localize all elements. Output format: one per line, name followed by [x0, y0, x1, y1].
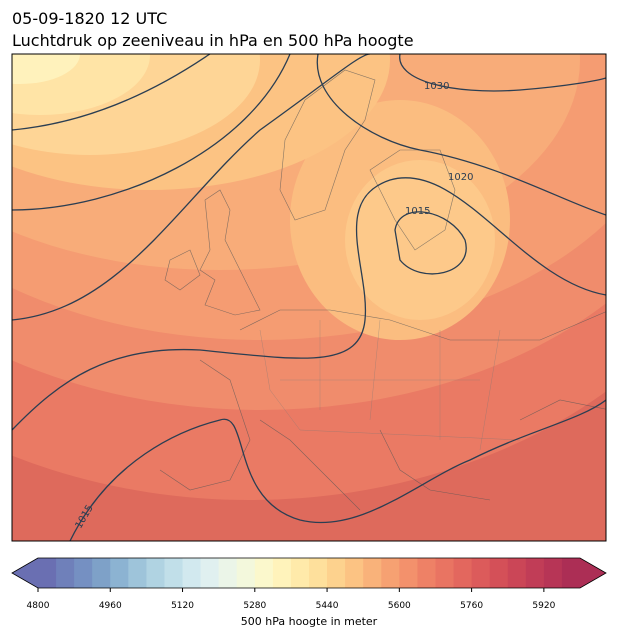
colorbar-bin	[507, 558, 527, 588]
subtitle: Luchtdruk op zeeniveau in hPa en 500 hPa…	[12, 31, 414, 50]
colorbar-tick-label: 5760	[460, 601, 483, 611]
country-border	[259, 319, 521, 451]
colorbar-tick-label: 5280	[243, 601, 266, 611]
colorbar-bin	[236, 558, 256, 588]
colorbar-bin	[381, 558, 400, 588]
colorbar-bin	[435, 558, 455, 588]
colorbar-bin	[182, 558, 202, 588]
colorbar-bin	[561, 558, 581, 588]
colorbar-bin	[272, 558, 292, 588]
contour	[394, 211, 467, 275]
colorbar-bin	[92, 558, 111, 588]
colorbar-bin	[543, 558, 563, 588]
colorbar-bin	[74, 558, 93, 588]
colorbar-outline	[11, 557, 607, 589]
coastline	[159, 69, 606, 511]
contour	[316, 54, 606, 216]
colorbar-bin	[290, 558, 310, 588]
colorbar-bin	[128, 558, 147, 588]
colorbar-tick-label: 4960	[99, 601, 122, 611]
title: 05-09-1820 12 UTC	[12, 9, 167, 28]
colorbar: 4800 4960 5120 5280 5440 5600 5760 5920	[11, 557, 607, 611]
colorbar-extend	[580, 558, 606, 588]
colorbar-tick-label: 5920	[532, 601, 555, 611]
colorbar-bin	[453, 558, 473, 588]
colorbar-bin	[254, 558, 274, 588]
field-band	[12, 54, 80, 84]
colorbar-bin	[146, 558, 165, 588]
colorbar-bin	[38, 558, 57, 588]
colorbar-bin	[309, 558, 328, 588]
colorbar-bin	[525, 558, 545, 588]
colorbar-tick-label: 5440	[316, 601, 339, 611]
colorbar-bin	[363, 558, 382, 588]
colorbar-bin	[164, 558, 184, 588]
colorbar-tick-label: 5120	[171, 601, 194, 611]
contour	[399, 54, 606, 92]
colorbar-bin	[200, 558, 220, 588]
colorbar-bin	[489, 558, 509, 588]
colorbar-tick-label: 5600	[388, 601, 411, 611]
colorbar-bin	[417, 558, 436, 588]
contour	[12, 54, 291, 211]
colorbar-label: 500 hPa hoogte in meter	[241, 615, 378, 628]
colorbar-bin	[399, 558, 418, 588]
map: 1030 1020 1015 1015	[12, 54, 606, 541]
contour-label: 1030	[424, 81, 449, 92]
field-band	[345, 160, 495, 320]
colorbar-bin	[218, 558, 238, 588]
colorbar-bin	[110, 558, 129, 588]
contour	[12, 177, 606, 431]
colorbar-bin	[471, 558, 491, 588]
colorbar-extend	[12, 558, 38, 588]
contour	[12, 54, 211, 131]
colorbar-tick-label: 4800	[27, 601, 50, 611]
contour-label: 1015	[405, 206, 430, 217]
colorbar-bin	[345, 558, 364, 588]
colorbar-bin	[327, 558, 346, 588]
contour-label: 1020	[448, 172, 473, 183]
colorbar-bin	[56, 558, 75, 588]
contour	[69, 399, 606, 541]
contour	[12, 54, 371, 321]
map-frame	[11, 53, 607, 542]
